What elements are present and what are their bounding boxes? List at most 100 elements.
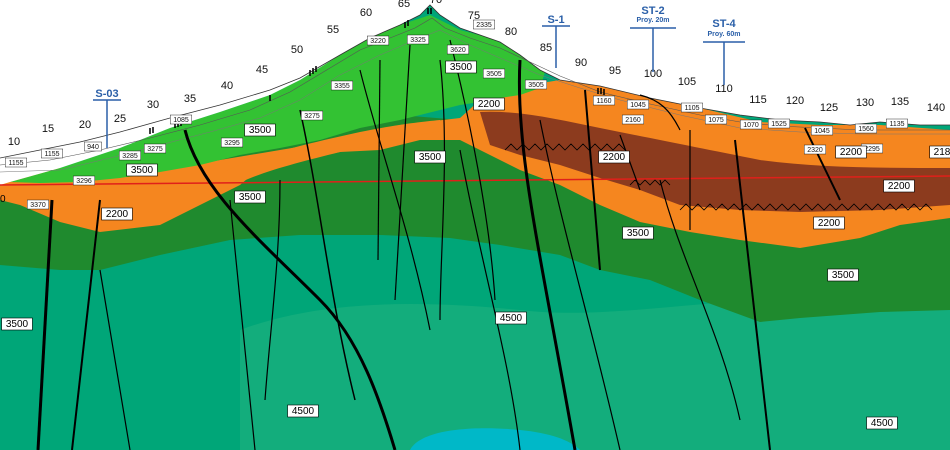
- velocity-value: 2200: [603, 152, 626, 163]
- velocity-tag: 2200: [101, 207, 133, 221]
- velocity-value: 2200: [478, 99, 501, 110]
- elevation-tag: 2160: [622, 114, 645, 125]
- fault-19: [734, 139, 771, 450]
- velocity-tag: 3500: [445, 60, 477, 74]
- elevation-tag: 1525: [768, 118, 791, 129]
- elevation-value: 1155: [44, 151, 59, 158]
- elevation-value: 3275: [304, 113, 320, 120]
- velocity-value: 4500: [292, 406, 315, 417]
- elevation-tag: 1085: [169, 114, 192, 125]
- faults: [36, 39, 841, 450]
- fault-20: [804, 127, 841, 201]
- velocity-value: 3500: [832, 270, 855, 281]
- chainage-label: 115: [749, 94, 767, 106]
- elevation-tag: 3370: [27, 199, 50, 210]
- borehole-projection: Proy. 20m: [637, 17, 670, 24]
- elevation-value: 1525: [771, 121, 787, 128]
- layer-2200-upper-band: [220, 120, 445, 185]
- elevation-tag: 3285: [118, 150, 141, 161]
- layer-3500-light: [10, 15, 545, 183]
- elevation-tag: 1045: [811, 125, 834, 136]
- elevation-value: 2295: [864, 146, 880, 153]
- velocity-value: 218: [934, 147, 950, 158]
- elevation-tag: 3275: [143, 143, 166, 154]
- elevation-tag: 3355: [331, 80, 354, 91]
- cyan-zone: [410, 428, 580, 450]
- chainage-label: 45: [256, 64, 268, 76]
- chainage-label: 105: [678, 76, 696, 88]
- fault-7: [299, 109, 356, 401]
- elevation-value: 2160: [625, 117, 641, 124]
- borehole-name: ST-2: [641, 5, 664, 17]
- elevation-value: 1105: [684, 105, 699, 112]
- chainage-label: 10: [8, 136, 20, 148]
- chainage-label: 15: [42, 123, 54, 135]
- elevation-value: 1085: [173, 117, 189, 124]
- chainage-label: 140: [927, 102, 945, 114]
- elevation-tag: 1045: [627, 99, 650, 110]
- fault-13: [459, 149, 521, 450]
- chainage-label: 35: [184, 93, 196, 105]
- borehole-name: ST-4: [712, 18, 736, 30]
- velocity-value: 3500: [249, 125, 272, 136]
- velocity-tag: 4500: [495, 311, 527, 325]
- layer-4500-light-band: [240, 300, 950, 450]
- fault-14: [517, 59, 577, 450]
- velocity-tag: 3500: [827, 268, 859, 282]
- zigzag-contact-1: [504, 143, 626, 151]
- elevation-tag: 3295: [220, 137, 243, 148]
- borehole-s-03: S-03: [93, 88, 121, 148]
- elevation-tag: 3505: [525, 79, 548, 90]
- chainage-label: 20: [79, 119, 91, 131]
- velocity-value: 4500: [500, 313, 523, 324]
- velocity-value: 2200: [818, 218, 841, 229]
- elevation-value: 1045: [630, 102, 646, 109]
- fault-22: [639, 94, 681, 131]
- elevation-tag: 1155: [4, 157, 28, 168]
- velocity-tag: 2200: [813, 216, 845, 230]
- velocity-tag: 2200: [883, 179, 915, 193]
- elevation-tag: 3275: [301, 110, 324, 121]
- elevation-value: 1075: [708, 117, 724, 124]
- chainage-label: 135: [891, 96, 909, 108]
- elevation-value: 3285: [122, 153, 138, 160]
- velocity-tag: 3500: [622, 226, 654, 240]
- borehole-s-1: S-1: [542, 14, 570, 68]
- velocity-value: 3500: [627, 228, 650, 239]
- elevation-tag: 2335: [473, 19, 496, 30]
- elevation-tag: 3325: [407, 34, 430, 45]
- elevation-value: 3505: [528, 82, 544, 89]
- chainage-label: 110: [715, 83, 733, 95]
- elevation-value: 1045: [814, 128, 830, 135]
- chainage-label: 55: [327, 24, 339, 36]
- velocity-tag: 2200: [835, 145, 867, 159]
- velocity-value: 2200: [840, 147, 863, 158]
- chainage-label: 125: [820, 102, 838, 114]
- velocity-value: 2200: [106, 209, 129, 220]
- elevation-tag: 3220: [367, 35, 390, 46]
- borehole-name: S-1: [547, 14, 564, 26]
- elevation-value: 1070: [743, 122, 759, 129]
- fault-17: [659, 179, 741, 421]
- elevation-value: 3220: [370, 38, 386, 45]
- elevation-value: 2320: [807, 147, 823, 154]
- chainage-label: 65: [398, 0, 410, 10]
- chainage-label: 50: [291, 44, 303, 56]
- fault-11: [439, 59, 446, 321]
- elevation-tag: 3505: [483, 68, 506, 79]
- velocity-value: 3500: [419, 152, 442, 163]
- velocity-value: 3500: [239, 192, 262, 203]
- sky: [0, 0, 950, 185]
- fault-2: [71, 199, 101, 450]
- fault-10: [394, 44, 411, 301]
- velocity-tag: 218: [929, 145, 950, 159]
- elevation-value: 3295: [224, 140, 240, 147]
- chainage-label: 100: [644, 68, 662, 80]
- elevation-value: 1560: [858, 126, 874, 133]
- chainage-label: 40: [221, 80, 233, 92]
- velocity-tag: 3500: [126, 163, 158, 177]
